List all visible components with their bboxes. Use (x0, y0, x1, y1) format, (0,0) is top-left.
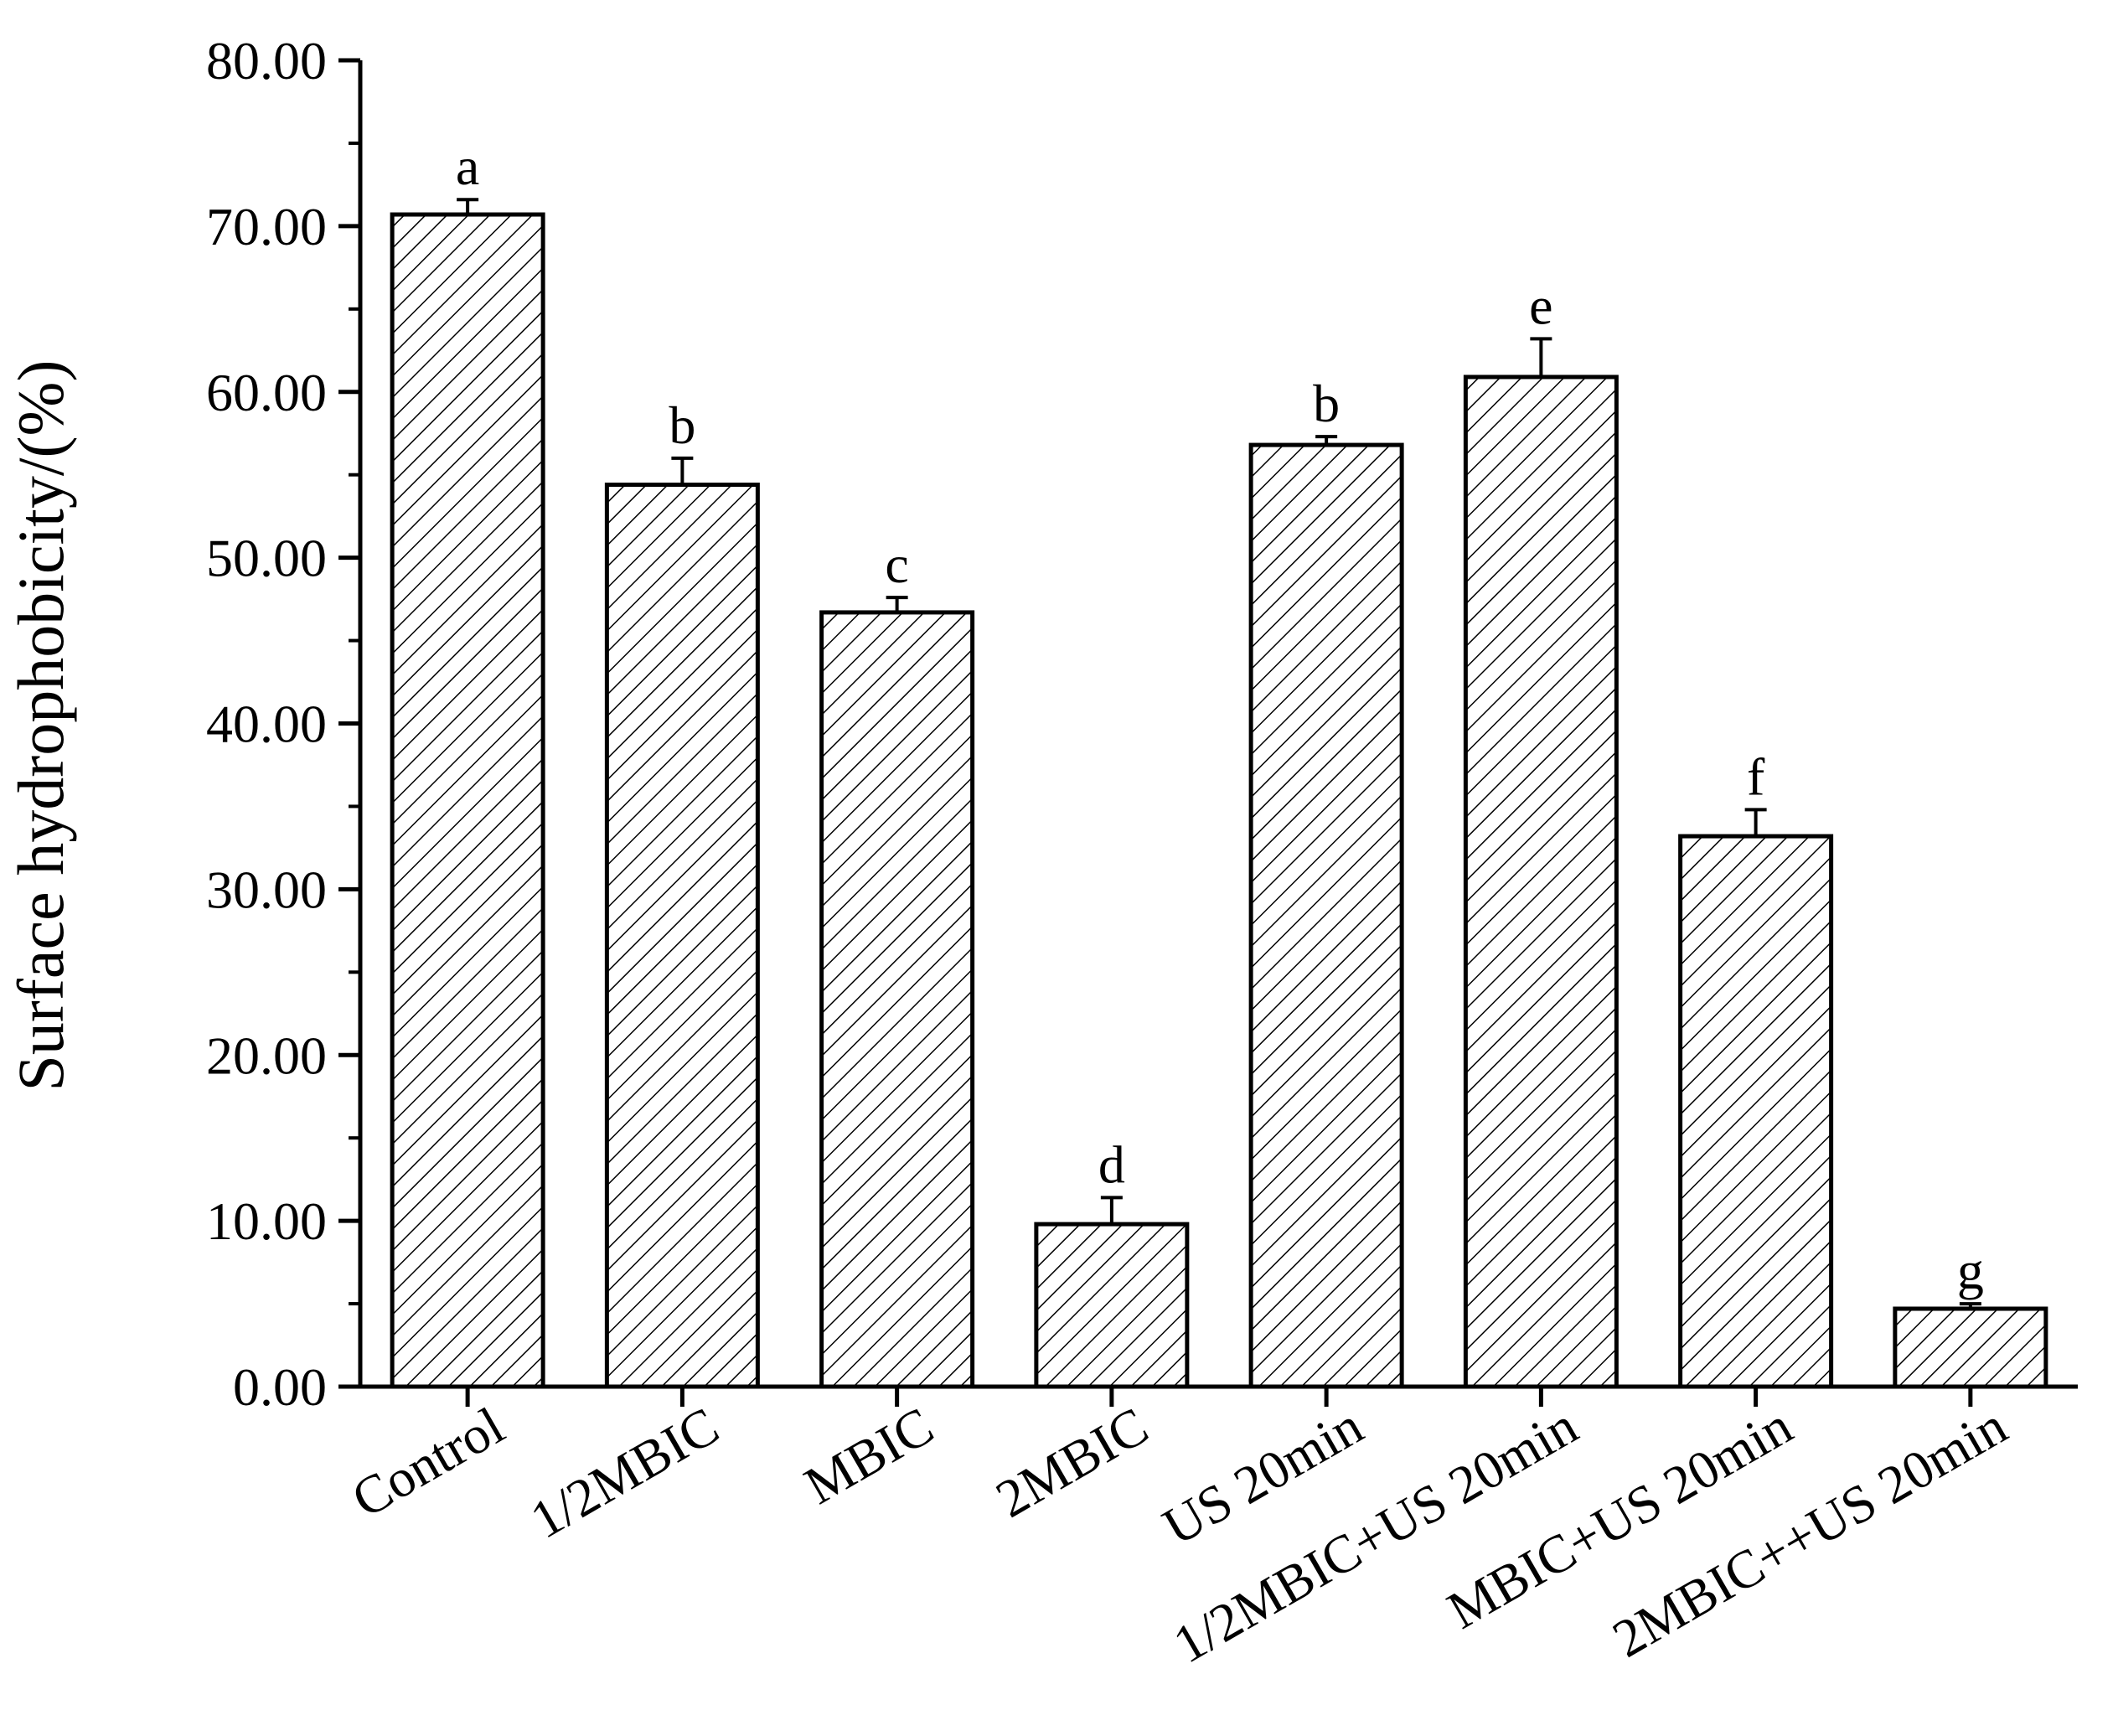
bar (819, 610, 975, 1389)
y-axis-label: Surface hydrophobicity/(%) (4, 360, 77, 1092)
y-tick-label: 30.00 (206, 860, 327, 919)
significance-labels: a b c d b e f g (456, 137, 1984, 1300)
bar (1893, 1306, 2048, 1389)
significance-label: b (669, 395, 695, 455)
y-tick-label: 50.00 (206, 529, 327, 588)
category-label: 2MBIC++US 20min (1603, 1396, 2017, 1669)
category-label: 1/2MBIC+US 20min (1164, 1396, 1588, 1675)
y-axis: 0.00 10.00 20.00 30.00 40.00 50.00 60.00 70.00 8… (206, 31, 363, 1417)
significance-label: g (1957, 1241, 1984, 1300)
y-tick-label: 10.00 (206, 1191, 327, 1251)
category-label: 2MBIC (986, 1396, 1158, 1529)
bar (390, 212, 545, 1389)
bar (1248, 442, 1404, 1389)
y-tick-label: 80.00 (206, 31, 327, 90)
significance-label: e (1529, 276, 1552, 335)
y-tick-label: 20.00 (206, 1026, 327, 1085)
significance-label: b (1313, 374, 1340, 433)
significance-label: f (1747, 747, 1765, 806)
y-tick-label: 60.00 (206, 363, 327, 422)
category-label: Control (342, 1396, 514, 1529)
significance-label: c (885, 535, 908, 594)
bar (604, 483, 760, 1389)
error-bars (457, 198, 1981, 1309)
bar (1463, 375, 1619, 1389)
category-label: 1/2MBIC (520, 1396, 728, 1550)
category-label: MBIC (794, 1396, 943, 1516)
y-tick-label: 40.00 (206, 695, 327, 754)
y-tick-label: 0.00 (233, 1357, 327, 1417)
bars (390, 212, 2048, 1389)
y-tick-label: 70.00 (206, 197, 327, 256)
significance-label: a (456, 137, 479, 196)
bar (1034, 1222, 1190, 1389)
significance-label: d (1098, 1134, 1125, 1194)
bar (1678, 834, 1834, 1389)
